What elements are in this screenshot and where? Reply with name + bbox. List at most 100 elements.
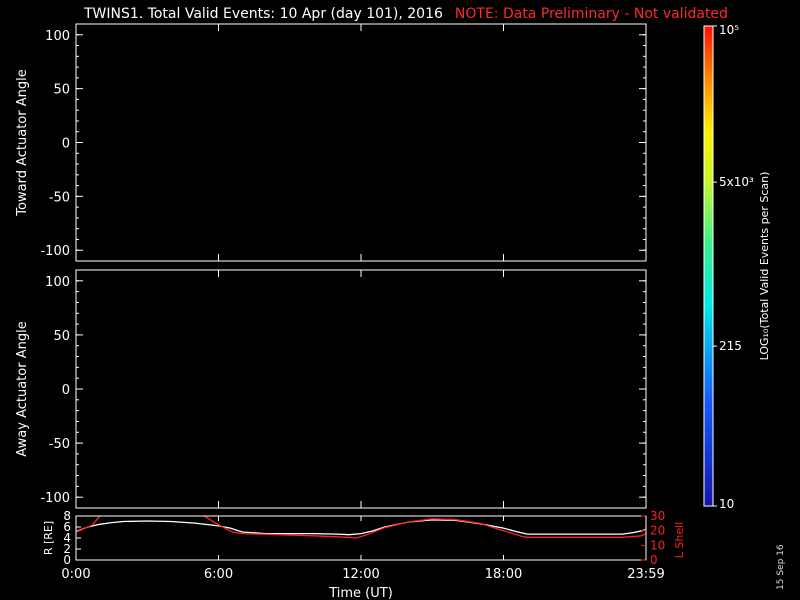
colorbar-band	[704, 256, 713, 259]
r-tick-label: 8	[63, 509, 71, 523]
y-tick-label: 100	[45, 275, 70, 290]
colorbar-band	[704, 54, 713, 57]
colorbar-band	[704, 360, 713, 363]
colorbar-band	[704, 250, 713, 253]
colorbar-band	[704, 186, 713, 189]
colorbar-band	[704, 330, 713, 333]
colorbar-band	[704, 382, 713, 385]
colorbar-band	[704, 114, 713, 117]
colorbar-band	[704, 126, 713, 129]
y-tick-label: 0	[62, 383, 70, 398]
colorbar-band	[704, 236, 713, 239]
colorbar-band	[704, 128, 713, 131]
colorbar-band	[704, 282, 713, 285]
colorbar-band	[704, 334, 713, 337]
colorbar-band	[704, 450, 713, 453]
radius-line	[76, 519, 646, 536]
colorbar-band	[704, 60, 713, 63]
colorbar-band	[704, 414, 713, 417]
colorbar-band	[704, 370, 713, 373]
colorbar-band	[704, 184, 713, 187]
colorbar-band	[704, 464, 713, 467]
colorbar-band	[704, 144, 713, 147]
colorbar-band	[704, 212, 713, 215]
colorbar-band	[704, 98, 713, 101]
colorbar-band	[704, 444, 713, 447]
colorbar-band	[704, 480, 713, 483]
r-tick-label: 0	[63, 553, 71, 567]
colorbar-band	[704, 124, 713, 127]
colorbar-band	[704, 400, 713, 403]
colorbar-band	[704, 120, 713, 123]
colorbar-band	[704, 230, 713, 233]
colorbar-band	[704, 216, 713, 219]
colorbar-band	[704, 316, 713, 319]
colorbar-band	[704, 346, 713, 349]
colorbar-band	[704, 200, 713, 203]
colorbar-band	[704, 284, 713, 287]
orbit-frame	[75, 515, 647, 561]
x-tick-label: 6:00	[204, 567, 233, 582]
colorbar-band	[704, 268, 713, 271]
y-tick-label: -50	[49, 437, 70, 452]
colorbar-band	[704, 134, 713, 137]
colorbar-band	[704, 292, 713, 295]
colorbar-band	[704, 130, 713, 133]
colorbar-band	[704, 390, 713, 393]
colorbar-band	[704, 48, 713, 51]
colorbar-band	[704, 314, 713, 317]
colorbar-band	[704, 190, 713, 193]
colorbar-band	[704, 32, 713, 35]
colorbar-band	[704, 398, 713, 401]
colorbar-band	[704, 502, 713, 505]
colorbar-band	[704, 58, 713, 61]
colorbar-band	[704, 198, 713, 201]
colorbar-band	[704, 492, 713, 495]
colorbar-band	[704, 326, 713, 329]
colorbar-band	[704, 188, 713, 191]
colorbar-band	[704, 110, 713, 113]
colorbar-band	[704, 204, 713, 207]
y-tick-label: -50	[49, 190, 70, 205]
colorbar-band	[704, 280, 713, 283]
colorbar-band	[704, 228, 713, 231]
colorbar-band	[704, 76, 713, 79]
colorbar-band	[704, 420, 713, 423]
colorbar-band	[704, 496, 713, 499]
colorbar-band	[704, 272, 713, 275]
y-tick-label: -100	[40, 244, 70, 259]
colorbar-band	[704, 504, 713, 507]
lshell-axis-label: L Shell	[673, 522, 686, 558]
colorbar-band	[704, 258, 713, 261]
preliminary-note: NOTE: Data Preliminary - Not validated	[454, 6, 728, 22]
colorbar-band	[704, 296, 713, 299]
colorbar-band	[704, 132, 713, 135]
colorbar-band	[704, 288, 713, 291]
colorbar-band	[704, 440, 713, 443]
colorbar-band	[704, 148, 713, 151]
colorbar-band	[704, 318, 713, 321]
colorbar-band	[704, 428, 713, 431]
colorbar-band	[704, 64, 713, 67]
colorbar-band	[704, 430, 713, 433]
colorbar-band	[704, 286, 713, 289]
colorbar-band	[704, 336, 713, 339]
colorbar-band	[704, 446, 713, 449]
colorbar-band	[704, 472, 713, 475]
colorbar-band	[704, 302, 713, 305]
colorbar-band	[704, 356, 713, 359]
colorbar-band	[704, 298, 713, 301]
colorbar-band	[704, 402, 713, 405]
toward-ylabel: Toward Actuator Angle	[15, 69, 30, 216]
colorbar-band	[704, 294, 713, 297]
colorbar-band	[704, 474, 713, 477]
colorbar-band	[704, 234, 713, 237]
colorbar-band	[704, 264, 713, 267]
r-axis-label: R [RE]	[42, 521, 55, 555]
colorbar-band	[704, 374, 713, 377]
away-ylabel: Away Actuator Angle	[15, 321, 30, 456]
colorbar-band	[704, 394, 713, 397]
colorbar-band	[704, 240, 713, 243]
colorbar-band	[704, 146, 713, 149]
x-tick-label: 18:00	[485, 567, 522, 582]
